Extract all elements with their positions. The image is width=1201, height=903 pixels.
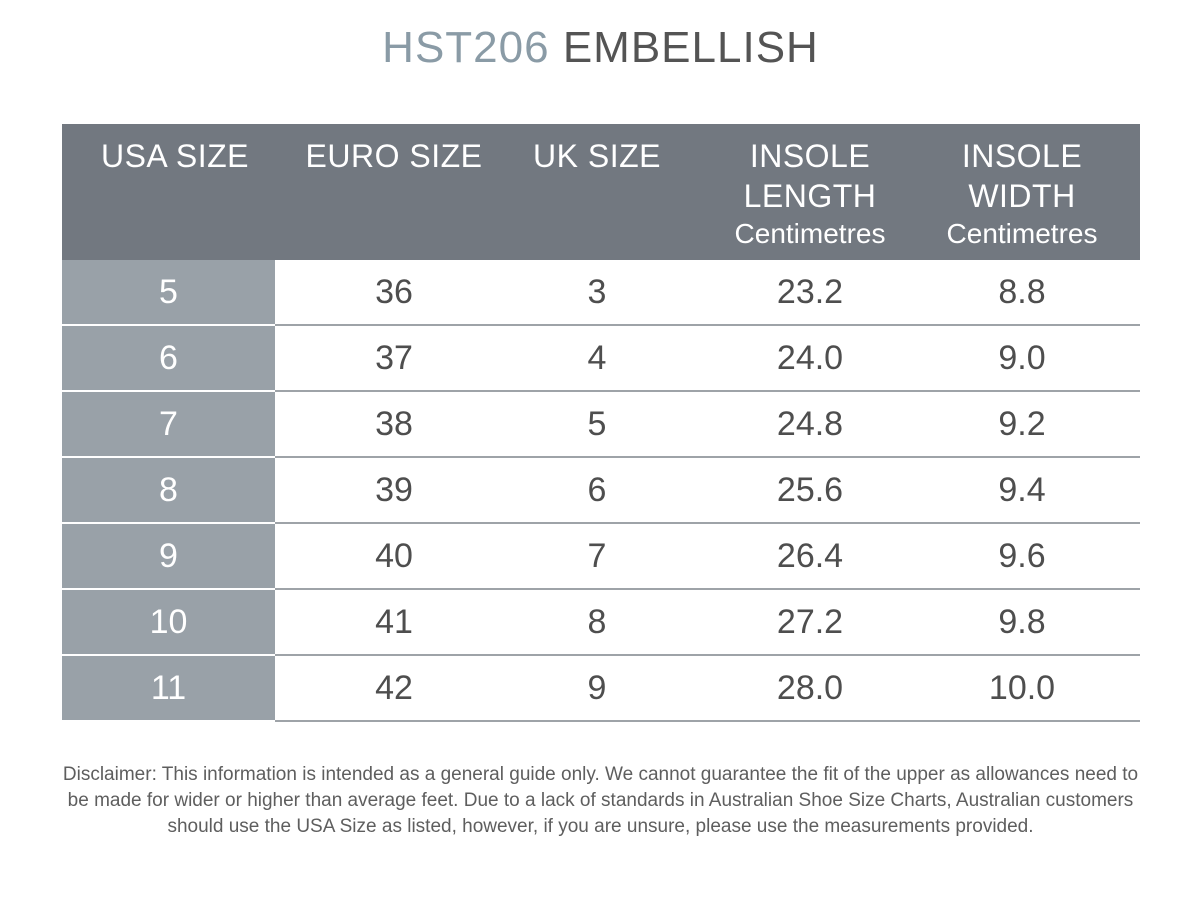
table-row: 11 42 9 28.0 10.0 xyxy=(62,656,1140,722)
cell-usa-size: 11 xyxy=(62,656,275,720)
cell-euro-size: 41 xyxy=(375,603,413,641)
cell-euro-size: 42 xyxy=(375,669,413,707)
table-row: 5 36 3 23.2 8.8 xyxy=(62,260,1140,326)
header-insole-width-unit: Centimetres xyxy=(946,218,1098,249)
table-body: 5 36 3 23.2 8.8 6 37 4 24.0 9.0 7 38 5 24.8 9.2 8 39 6 25.… xyxy=(62,260,1140,722)
header-uk-size: UK SIZE xyxy=(533,138,661,174)
table-row: 9 40 7 26.4 9.6 xyxy=(62,524,1140,590)
cell-insole-width: 9.6 xyxy=(998,537,1046,575)
row-divider xyxy=(275,720,1140,722)
product-name: EMBELLISH xyxy=(562,23,819,72)
cell-euro-size: 40 xyxy=(375,537,413,575)
header-euro-size: EURO SIZE xyxy=(305,138,483,174)
page-title: HST206 EMBELLISH xyxy=(0,22,1201,74)
header-insole-length-unit: Centimetres xyxy=(734,218,886,249)
cell-usa-size: 5 xyxy=(62,260,275,324)
cell-insole-length: 25.6 xyxy=(776,471,844,509)
cell-euro-size: 39 xyxy=(375,471,413,509)
cell-insole-length: 27.2 xyxy=(776,603,844,641)
cell-insole-length: 26.4 xyxy=(776,537,844,575)
row-divider xyxy=(275,522,1140,524)
cell-insole-length: 23.2 xyxy=(776,273,844,311)
table-row: 6 37 4 24.0 9.0 xyxy=(62,326,1140,392)
cell-uk-size: 6 xyxy=(587,471,607,509)
row-divider xyxy=(275,456,1140,458)
cell-insole-width: 10.0 xyxy=(988,669,1056,707)
table-row: 7 38 5 24.8 9.2 xyxy=(62,392,1140,458)
cell-uk-size: 9 xyxy=(587,669,607,707)
cell-usa-size: 6 xyxy=(62,326,275,390)
cell-insole-width: 9.0 xyxy=(998,339,1046,377)
cell-usa-size: 10 xyxy=(62,590,275,654)
cell-uk-size: 3 xyxy=(587,273,607,311)
cell-insole-width: 9.2 xyxy=(998,405,1046,443)
header-usa-size: USA SIZE xyxy=(100,138,250,174)
cell-usa-size: 9 xyxy=(62,524,275,588)
row-divider xyxy=(275,654,1140,656)
header-insole-length-label: INSOLE LENGTH xyxy=(743,138,877,214)
cell-insole-length: 24.0 xyxy=(776,339,844,377)
product-code: HST206 xyxy=(382,23,550,72)
header-insole-length: INSOLE LENGTH Centimetres xyxy=(702,136,918,252)
table-header: USA SIZE EURO SIZE UK SIZE INSOLE LENGTH… xyxy=(62,124,1140,260)
row-divider xyxy=(275,324,1140,326)
header-insole-width-label: INSOLE WIDTH xyxy=(961,138,1083,214)
cell-insole-length: 28.0 xyxy=(776,669,844,707)
table-row: 10 41 8 27.2 9.8 xyxy=(62,590,1140,656)
cell-euro-size: 36 xyxy=(375,273,413,311)
cell-euro-size: 38 xyxy=(375,405,413,443)
cell-insole-length: 24.8 xyxy=(776,405,844,443)
row-divider xyxy=(275,390,1140,392)
table-row: 8 39 6 25.6 9.4 xyxy=(62,458,1140,524)
header-insole-width: INSOLE WIDTH Centimetres xyxy=(918,136,1126,252)
cell-uk-size: 7 xyxy=(587,537,607,575)
cell-insole-width: 9.8 xyxy=(998,603,1046,641)
cell-usa-size: 8 xyxy=(62,458,275,522)
cell-usa-size: 7 xyxy=(62,392,275,456)
cell-uk-size: 4 xyxy=(587,339,607,377)
cell-euro-size: 37 xyxy=(375,339,413,377)
size-chart-table: USA SIZE EURO SIZE UK SIZE INSOLE LENGTH… xyxy=(62,124,1140,722)
row-divider xyxy=(275,588,1140,590)
cell-uk-size: 8 xyxy=(587,603,607,641)
cell-uk-size: 5 xyxy=(587,405,607,443)
cell-insole-width: 9.4 xyxy=(998,471,1046,509)
disclaimer-text: Disclaimer: This information is intended… xyxy=(62,764,1139,837)
cell-insole-width: 8.8 xyxy=(998,273,1046,311)
